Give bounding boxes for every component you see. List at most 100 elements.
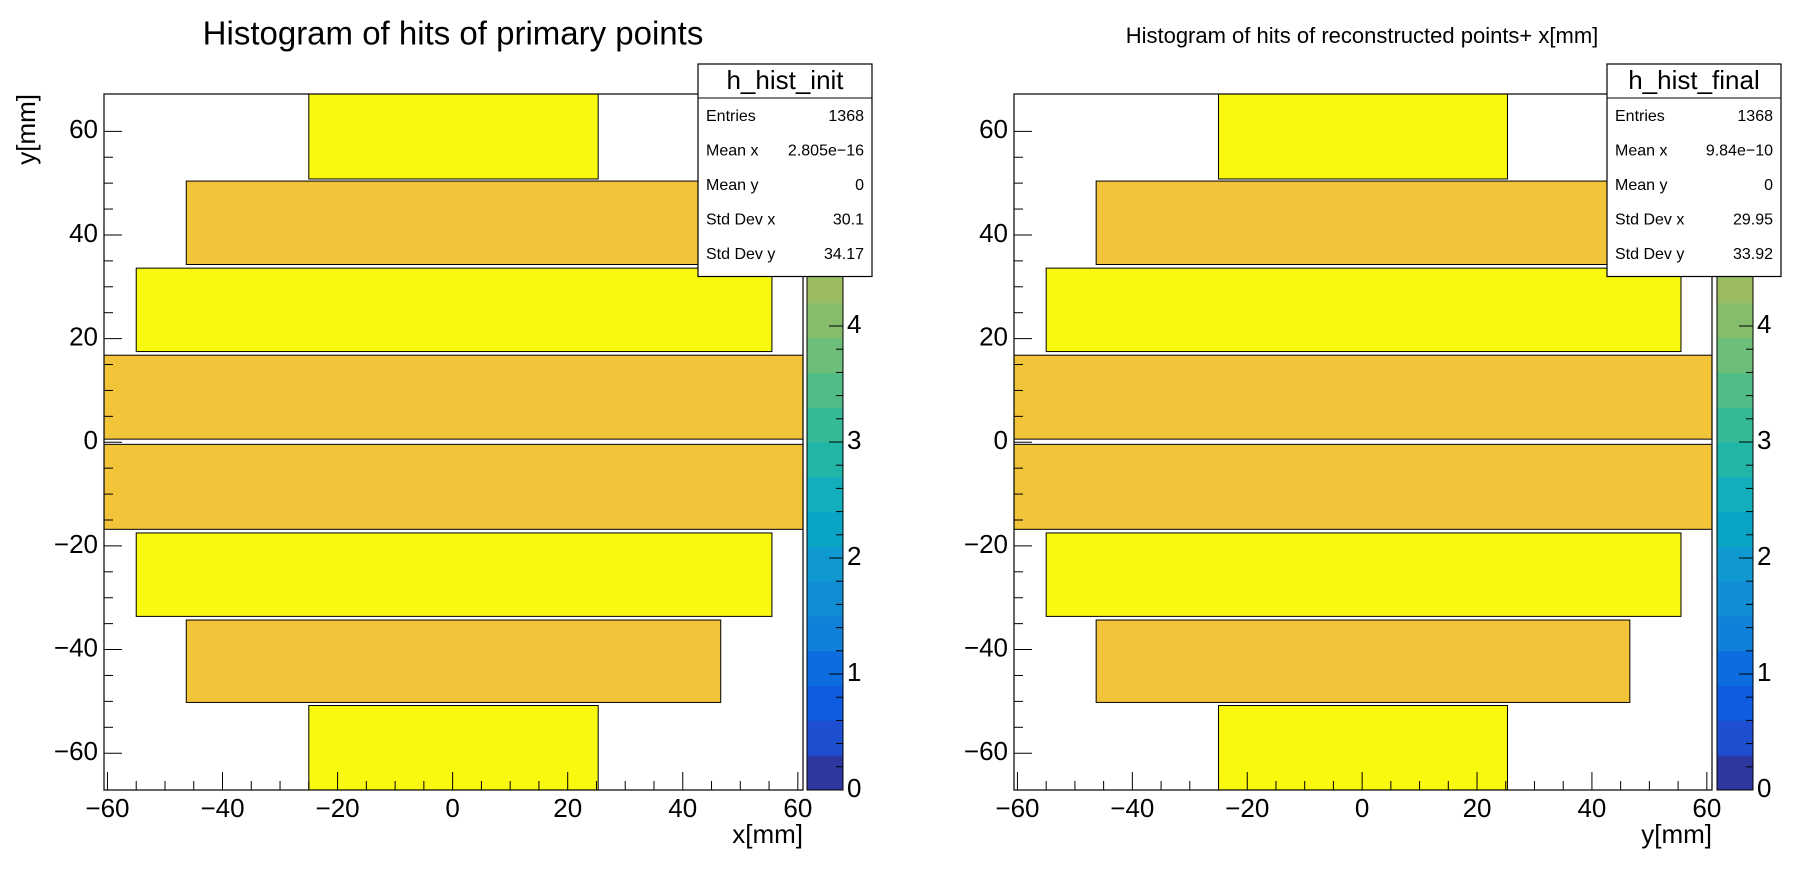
- x-tick-label: 0: [1355, 793, 1369, 823]
- bin: [1095, 619, 1631, 703]
- x-tick-label: 20: [1463, 793, 1492, 823]
- z-tick-label: 1: [847, 657, 861, 687]
- x-axis-label: y[mm]: [1641, 819, 1712, 849]
- palette-cell: [807, 372, 843, 408]
- bin: [1045, 532, 1682, 617]
- palette-cell: [1717, 442, 1753, 478]
- stats-value: 2.805e−16: [788, 143, 864, 160]
- palette-cell: [1717, 755, 1753, 791]
- y-tick-label: −20: [54, 529, 98, 559]
- x-tick-label: −40: [200, 793, 244, 823]
- x-tick-label: −60: [85, 793, 129, 823]
- stats-label: Entries: [1615, 108, 1665, 125]
- z-tick-label: 2: [847, 541, 861, 571]
- bin: [185, 619, 722, 703]
- stats-label: Std Dev y: [706, 246, 775, 263]
- y-tick-label: 40: [979, 218, 1008, 248]
- y-tick-label: 60: [69, 114, 98, 144]
- palette-cell: [1717, 407, 1753, 443]
- stats-value: 9.84e−10: [1706, 143, 1773, 160]
- bin: [1013, 443, 1713, 530]
- stats-label: Mean x: [1615, 143, 1667, 160]
- stats-value: 30.1: [833, 212, 864, 229]
- stats-value: 0: [1764, 177, 1773, 194]
- stats-label: Std Dev x: [1615, 212, 1684, 229]
- palette-cell: [1717, 685, 1753, 721]
- bin: [1013, 354, 1713, 440]
- stats-frame: [1606, 63, 1782, 278]
- bin: [135, 267, 773, 353]
- x-tick-label: 40: [1577, 793, 1606, 823]
- x-tick-label: −60: [995, 793, 1039, 823]
- stats-value: 0: [855, 177, 864, 194]
- palette-cell: [1717, 302, 1753, 339]
- palette-cell: [807, 407, 843, 443]
- bin: [185, 180, 722, 266]
- z-tick-label: 3: [1757, 425, 1771, 455]
- x-tick-label: 0: [445, 793, 459, 823]
- x-tick-label: −20: [1225, 793, 1269, 823]
- bin: [1218, 705, 1508, 791]
- y-tick-label: −60: [54, 736, 98, 766]
- stats-label: Std Dev x: [706, 212, 775, 229]
- stats-title: h_hist_init: [726, 65, 844, 95]
- z-tick-label: 2: [1757, 541, 1771, 571]
- z-tick-label: 1: [1757, 657, 1771, 687]
- bin: [308, 93, 599, 180]
- pad: Histogram of hits of primary points −60 −4…: [11, 15, 873, 849]
- palette-cell: [807, 476, 843, 513]
- x-tick-label: 40: [668, 793, 697, 823]
- stats-value: 34.17: [824, 246, 864, 263]
- stats-box: h_hist_final Entries 1368 Mean x 9.84e−10 Mea…: [1606, 63, 1782, 278]
- stats-frame: [697, 63, 873, 278]
- y-tick-label: −40: [54, 632, 98, 662]
- z-tick-label: 4: [1757, 309, 1771, 339]
- x-tick-label: −40: [1110, 793, 1154, 823]
- stats-label: Mean y: [706, 177, 758, 194]
- z-tick-label: 0: [847, 773, 861, 803]
- y-tick-label: 60: [979, 114, 1008, 144]
- palette-cell: [807, 685, 843, 721]
- y-tick-label: 0: [84, 425, 98, 455]
- stats-value: 29.95: [1733, 212, 1773, 229]
- stats-label: Mean y: [1615, 177, 1667, 194]
- x-tick-label: −20: [316, 793, 360, 823]
- palette-cell: [807, 302, 843, 339]
- y-tick-label: 20: [69, 321, 98, 351]
- palette-cell: [807, 720, 843, 756]
- palette-cell: [1717, 372, 1753, 408]
- stats-value: 33.92: [1733, 246, 1773, 263]
- pad: Histogram of hits of reconstructed point…: [964, 23, 1782, 849]
- y-tick-label: 0: [994, 425, 1008, 455]
- chart-title: Histogram of hits of primary points: [203, 15, 704, 52]
- x-tick-label: 60: [1692, 793, 1721, 823]
- y-tick-label: 20: [979, 321, 1008, 351]
- palette-cell: [1717, 546, 1753, 582]
- stats-label: Mean x: [706, 143, 758, 160]
- stats-value: 1368: [1737, 108, 1773, 125]
- x-axis-label: x[mm]: [732, 819, 803, 849]
- bin: [135, 532, 773, 617]
- bin: [308, 705, 599, 791]
- y-tick-label: −60: [964, 736, 1008, 766]
- bin: [103, 443, 804, 530]
- x-tick-label: 20: [553, 793, 582, 823]
- bin: [1045, 267, 1682, 353]
- z-tick-label: 0: [1757, 773, 1771, 803]
- palette-cell: [807, 616, 843, 652]
- bin: [1095, 180, 1631, 266]
- y-tick-label: −40: [964, 632, 1008, 662]
- chart-title: Histogram of hits of reconstructed point…: [1126, 23, 1599, 48]
- palette-cell: [807, 442, 843, 478]
- stats-label: Entries: [706, 108, 756, 125]
- x-tick-label: 60: [783, 793, 812, 823]
- y-tick-label: −20: [964, 529, 1008, 559]
- palette-cell: [1717, 476, 1753, 513]
- z-tick-label: 4: [847, 309, 861, 339]
- palette-cell: [807, 755, 843, 791]
- palette-cell: [807, 511, 843, 547]
- y-tick-label: 40: [69, 218, 98, 248]
- bin: [103, 354, 804, 440]
- stats-box: h_hist_init Entries 1368 Mean x 2.805e−16 Mea…: [697, 63, 873, 278]
